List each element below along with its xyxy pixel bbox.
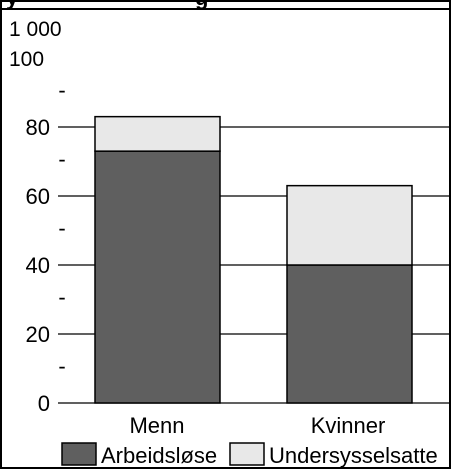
bar-menn-undersysselsatte: [94, 115, 221, 152]
y-tick-label-0: 0: [38, 391, 50, 416]
chart-title-fragment-tail: g: [195, 0, 208, 10]
category-labels: Menn Kvinner: [129, 413, 385, 438]
legend-swatch-arbeidslose: [61, 442, 97, 466]
x-category-label-menn: Menn: [129, 413, 184, 438]
chart-title-fragment: y: [6, 0, 19, 10]
x-category-label-kvinner: Kvinner: [311, 413, 386, 438]
bar-menn-arbeidslose: [94, 150, 221, 404]
y-tick-label-60: 60: [26, 184, 50, 209]
legend-swatch-undersysselsatte: [229, 442, 265, 466]
y-tick-label-40: 40: [26, 253, 50, 278]
unit-label-line1: 1 000: [9, 18, 62, 41]
y-minor-tick-50: -: [58, 216, 65, 241]
bar-kvinner-arbeidslose: [286, 264, 413, 404]
y-tick-label-20: 20: [26, 322, 50, 347]
bar-kvinner-undersysselsatte: [286, 184, 413, 266]
unit-label-line2: 100: [9, 48, 44, 71]
y-minor-tick-10: -: [58, 354, 65, 379]
legend-label-arbeidslose: Arbeidsløse: [101, 443, 217, 468]
legend: Arbeidsløse Undersysselsatte: [61, 442, 438, 468]
y-minor-tick-90: -: [58, 78, 65, 103]
y-minor-tick-70: -: [58, 147, 65, 172]
y-tick-label-80: 80: [26, 115, 50, 140]
y-minor-tick-30: -: [58, 285, 65, 310]
bars: [94, 115, 413, 404]
legend-label-undersysselsatte: Undersysselsatte: [269, 443, 438, 468]
